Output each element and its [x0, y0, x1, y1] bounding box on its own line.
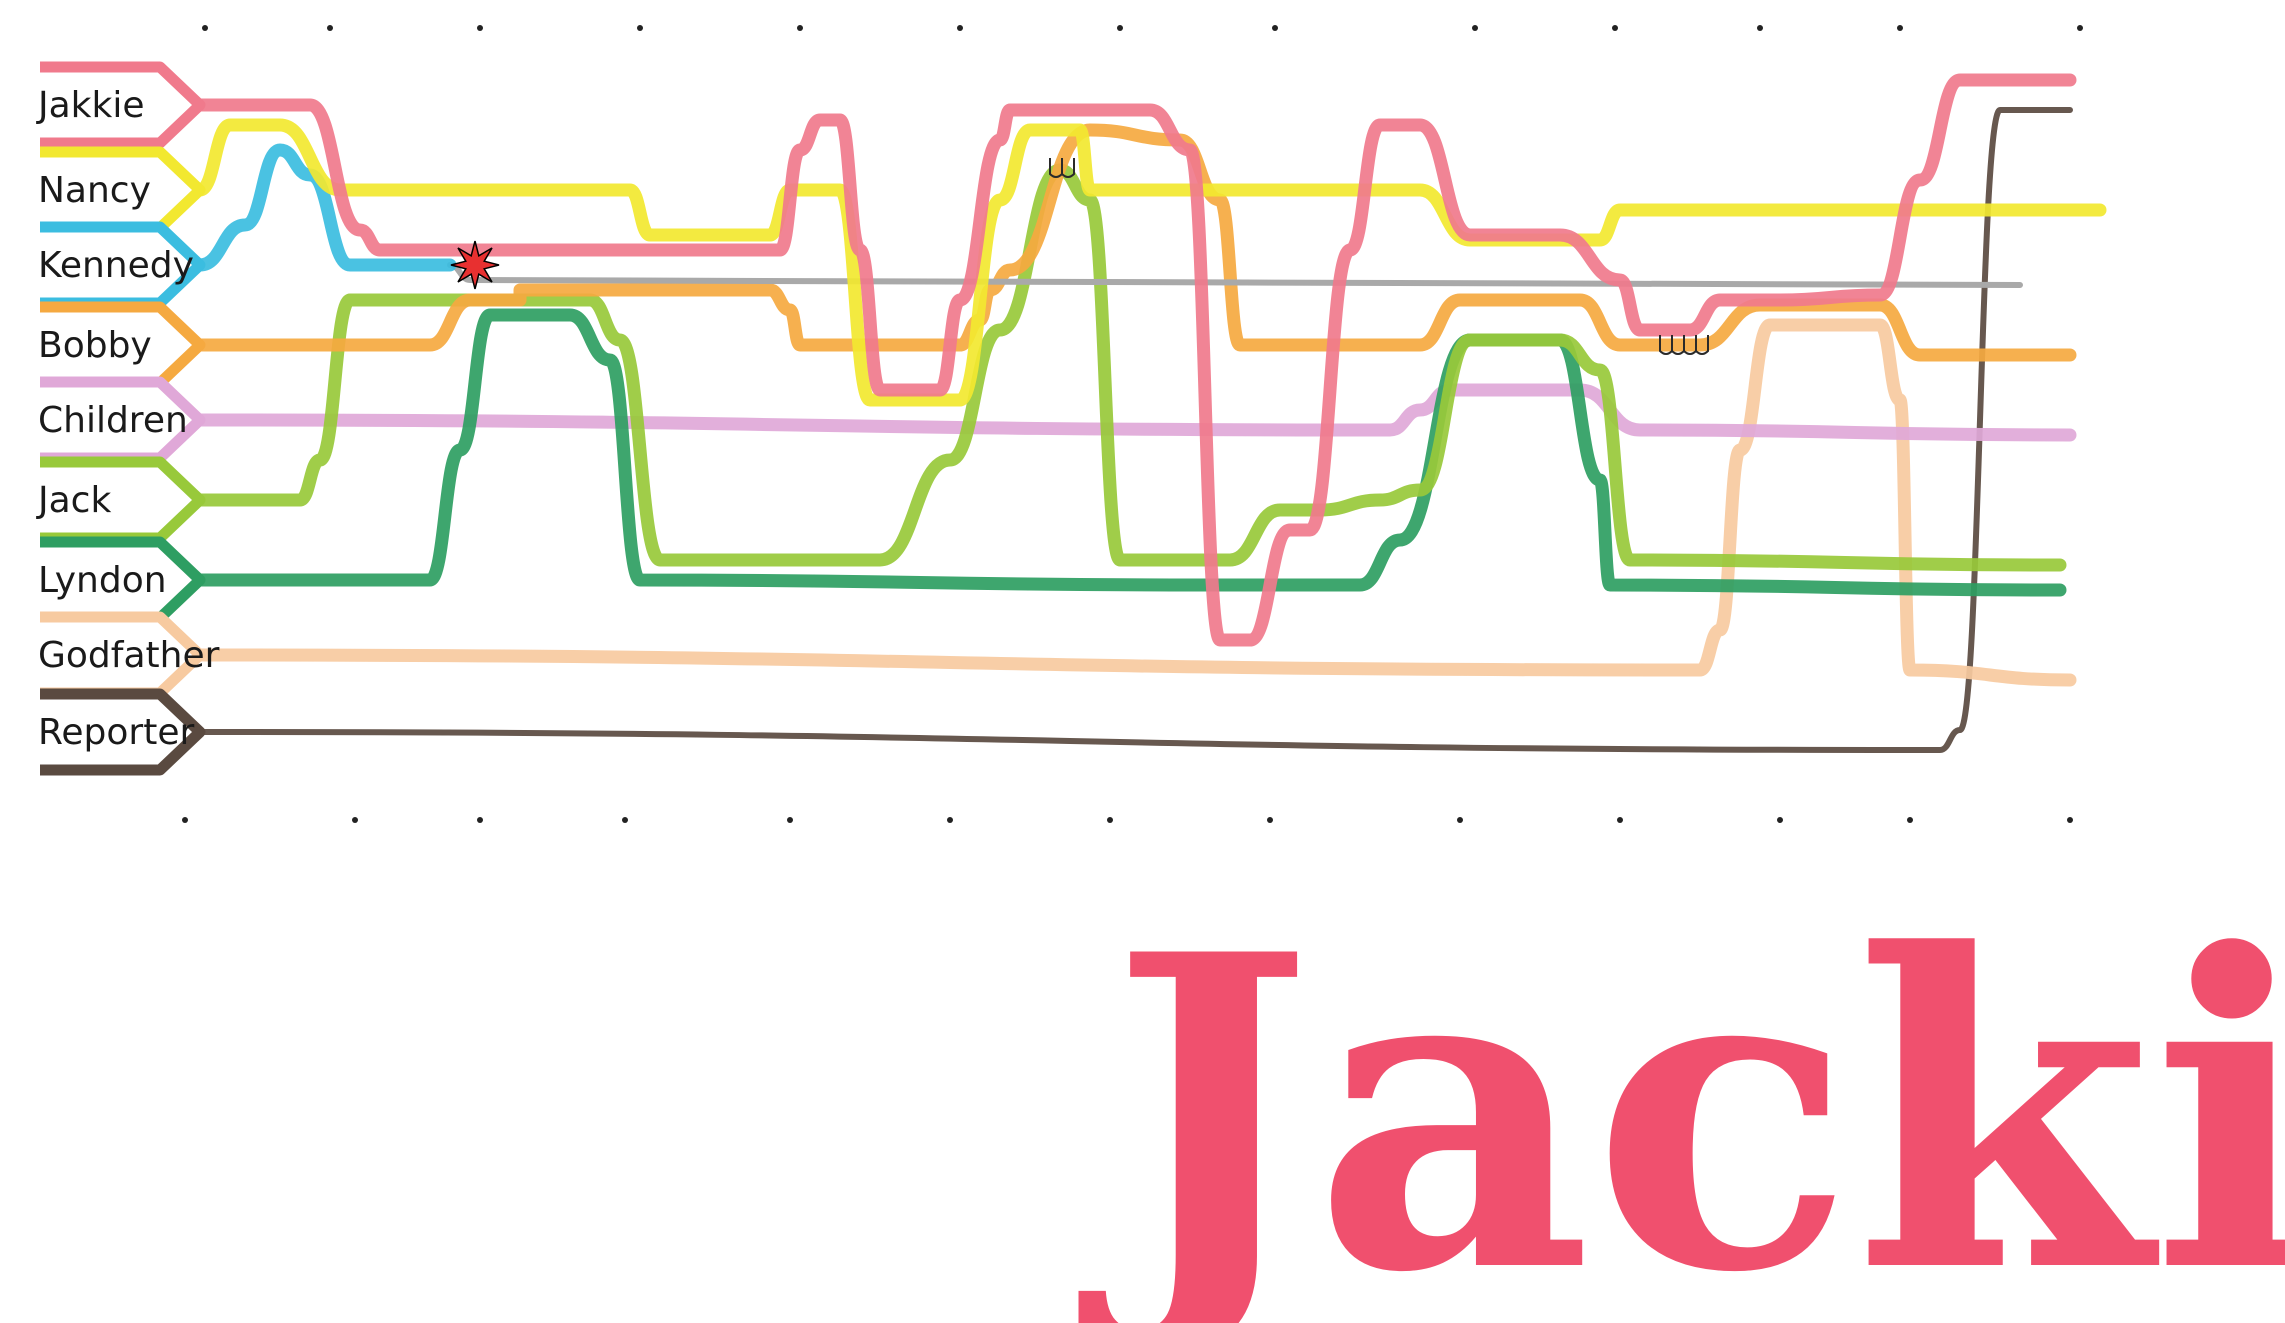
character-tab-kennedy: Kennedy [38, 221, 206, 309]
border-dot [1612, 25, 1618, 31]
border-dot [202, 25, 208, 31]
character-label: Jakkie [36, 85, 145, 126]
character-label: Nancy [38, 170, 151, 211]
border-dot [1897, 25, 1903, 31]
character-label: Children [38, 400, 188, 441]
border-dot [1472, 25, 1478, 31]
character-label: Jack [36, 480, 111, 521]
border-dot [477, 817, 483, 823]
storylines [193, 73, 2107, 753]
character-tab-jack: Jack [36, 456, 206, 544]
border-dot [1907, 817, 1913, 823]
border-dot [2077, 25, 2083, 31]
border-dot [477, 25, 483, 31]
character-tab-children: Children [38, 376, 206, 464]
storyline-children [193, 383, 2077, 442]
border-dot [797, 25, 803, 31]
border-dot [1617, 817, 1623, 823]
border-dot [2067, 817, 2073, 823]
storyline-kennedy [193, 143, 457, 272]
character-tab-nancy: Nancy [38, 146, 206, 234]
tears-icon [1049, 158, 1075, 178]
border-dot [1757, 25, 1763, 31]
tears-icon [1659, 335, 1709, 355]
character-label: Kennedy [38, 245, 194, 286]
character-tab-godfather: Godfather [38, 611, 220, 699]
border-dot [1457, 817, 1463, 823]
storyline-lyndon [193, 308, 2067, 597]
annotations [450, 158, 1709, 355]
border-dot [327, 25, 333, 31]
border-dot [957, 25, 963, 31]
border-dot [622, 817, 628, 823]
border-dot [1117, 25, 1123, 31]
explosion-icon [450, 240, 500, 290]
storyline-kennedy-after-death [447, 262, 2023, 288]
border-dot [1107, 817, 1113, 823]
character-label: Bobby [38, 325, 152, 366]
character-tab-reporter: Reporter [38, 688, 206, 776]
character-tab-lyndon: Lyndon [38, 536, 206, 624]
border-dot [1267, 817, 1273, 823]
tab-outline [40, 688, 206, 776]
border-dot [1777, 817, 1783, 823]
character-label: Reporter [38, 712, 194, 753]
border-dot [352, 817, 358, 823]
storyline-bobby [193, 123, 2077, 362]
border-dot [947, 817, 953, 823]
storyline-reporter [197, 107, 2073, 753]
border-dot [182, 817, 188, 823]
storyline-godfather [193, 318, 2077, 687]
character-label: Godfather [38, 635, 220, 676]
page-title: Jackie [1076, 862, 2285, 1323]
tab-outline [40, 61, 206, 149]
border-dot [1272, 25, 1278, 31]
border-dots [182, 25, 2083, 823]
storyline-jakkie [193, 73, 2077, 647]
character-tab-jakkie: Jakkie [36, 61, 206, 149]
character-tabs: Jakkie Nancy Kennedy Bobby Children Jack Lyndo… [36, 61, 220, 776]
character-label: Lyndon [38, 560, 167, 601]
border-dot [787, 817, 793, 823]
character-tab-bobby: Bobby [38, 301, 206, 389]
storyline-jack [193, 163, 2067, 572]
border-dot [637, 25, 643, 31]
